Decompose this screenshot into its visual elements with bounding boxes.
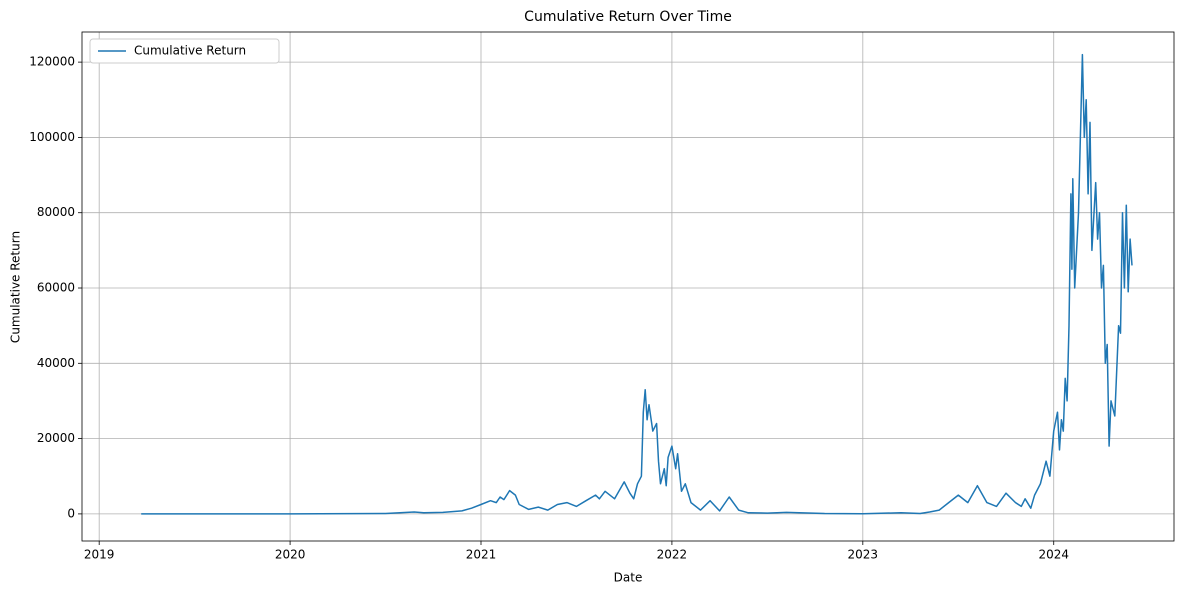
x-tick-label: 2023 xyxy=(848,548,879,562)
y-tick-label: 40000 xyxy=(37,356,75,370)
x-tick-label: 2021 xyxy=(466,548,497,562)
plot-frame xyxy=(81,31,1175,542)
data-line xyxy=(141,53,1133,515)
y-axis-label: Cumulative Return xyxy=(9,231,23,343)
y-tick-label: 100000 xyxy=(29,130,75,144)
y-tick-label: 0 xyxy=(67,506,75,520)
y-tick-label: 60000 xyxy=(37,281,75,295)
y-tick-label: 80000 xyxy=(37,205,75,219)
x-tick-label: 2019 xyxy=(84,548,115,562)
legend-box xyxy=(89,38,280,64)
y-tick-label: 20000 xyxy=(37,431,75,445)
x-tick-label: 2024 xyxy=(1038,548,1069,562)
legend-label: Cumulative Return xyxy=(134,44,246,58)
chart-title: Cumulative Return Over Time xyxy=(524,9,732,25)
y-tick-label: 120000 xyxy=(29,55,75,69)
x-axis-label: Date xyxy=(614,571,643,585)
x-tick-label: 2020 xyxy=(275,548,306,562)
x-tick-label: 2022 xyxy=(657,548,688,562)
